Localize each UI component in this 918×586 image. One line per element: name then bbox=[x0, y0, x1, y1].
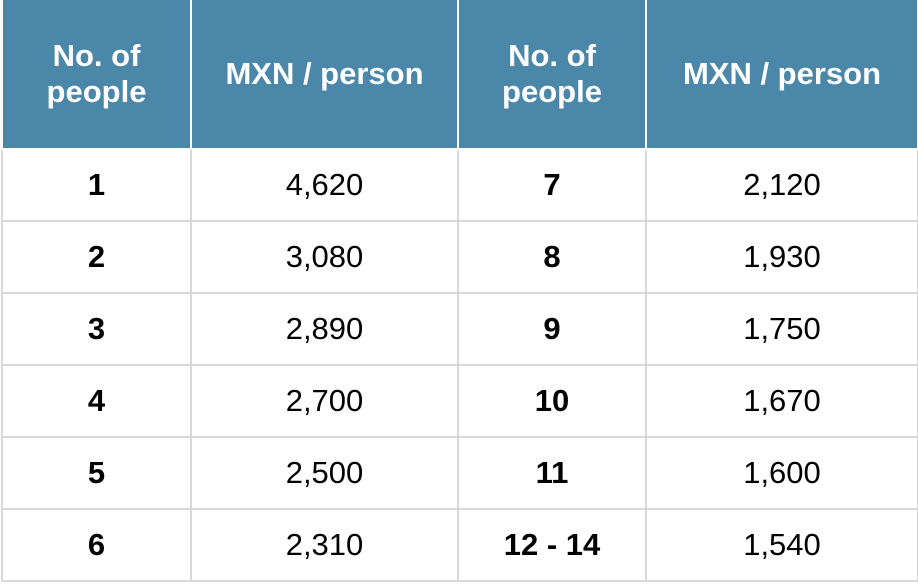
people-cell: 5 bbox=[1, 436, 192, 510]
table-row: 4 2,700 10 1,670 bbox=[1, 364, 918, 438]
people-cell: 1 bbox=[1, 148, 192, 222]
people-cell: 6 bbox=[1, 508, 192, 582]
price-cell: 4,620 bbox=[190, 148, 459, 222]
price-cell: 2,500 bbox=[190, 436, 459, 510]
price-cell: 2,310 bbox=[190, 508, 459, 582]
price-cell: 1,930 bbox=[645, 220, 918, 294]
header-cell: No. of people bbox=[1, 0, 192, 150]
table-row: 1 4,620 7 2,120 bbox=[1, 148, 918, 222]
people-cell: 11 bbox=[457, 436, 647, 510]
people-cell: 3 bbox=[1, 292, 192, 366]
people-cell: 9 bbox=[457, 292, 647, 366]
table-row: 6 2,310 12 - 14 1,540 bbox=[1, 508, 918, 582]
header-cell: MXN / person bbox=[645, 0, 918, 150]
price-cell: 2,890 bbox=[190, 292, 459, 366]
price-cell: 1,670 bbox=[645, 364, 918, 438]
table-row: 2 3,080 8 1,930 bbox=[1, 220, 918, 294]
table-body: 1 4,620 7 2,120 2 3,080 8 1,930 3 2,890 9 1,750 4 2,7… bbox=[1, 148, 918, 582]
people-cell: 8 bbox=[457, 220, 647, 294]
price-cell: 2,700 bbox=[190, 364, 459, 438]
table-row: 5 2,500 11 1,600 bbox=[1, 436, 918, 510]
header-row: No. of people MXN / person No. of people MX… bbox=[1, 0, 918, 150]
price-cell: 1,750 bbox=[645, 292, 918, 366]
price-cell: 1,600 bbox=[645, 436, 918, 510]
price-cell: 3,080 bbox=[190, 220, 459, 294]
price-cell: 2,120 bbox=[645, 148, 918, 222]
people-cell: 12 - 14 bbox=[457, 508, 647, 582]
people-cell: 4 bbox=[1, 364, 192, 438]
header-cell: MXN / person bbox=[190, 0, 459, 150]
table-row: 3 2,890 9 1,750 bbox=[1, 292, 918, 366]
people-cell: 7 bbox=[457, 148, 647, 222]
people-cell: 2 bbox=[1, 220, 192, 294]
people-cell: 10 bbox=[457, 364, 647, 438]
price-cell: 1,540 bbox=[645, 508, 918, 582]
header-cell: No. of people bbox=[457, 0, 647, 150]
